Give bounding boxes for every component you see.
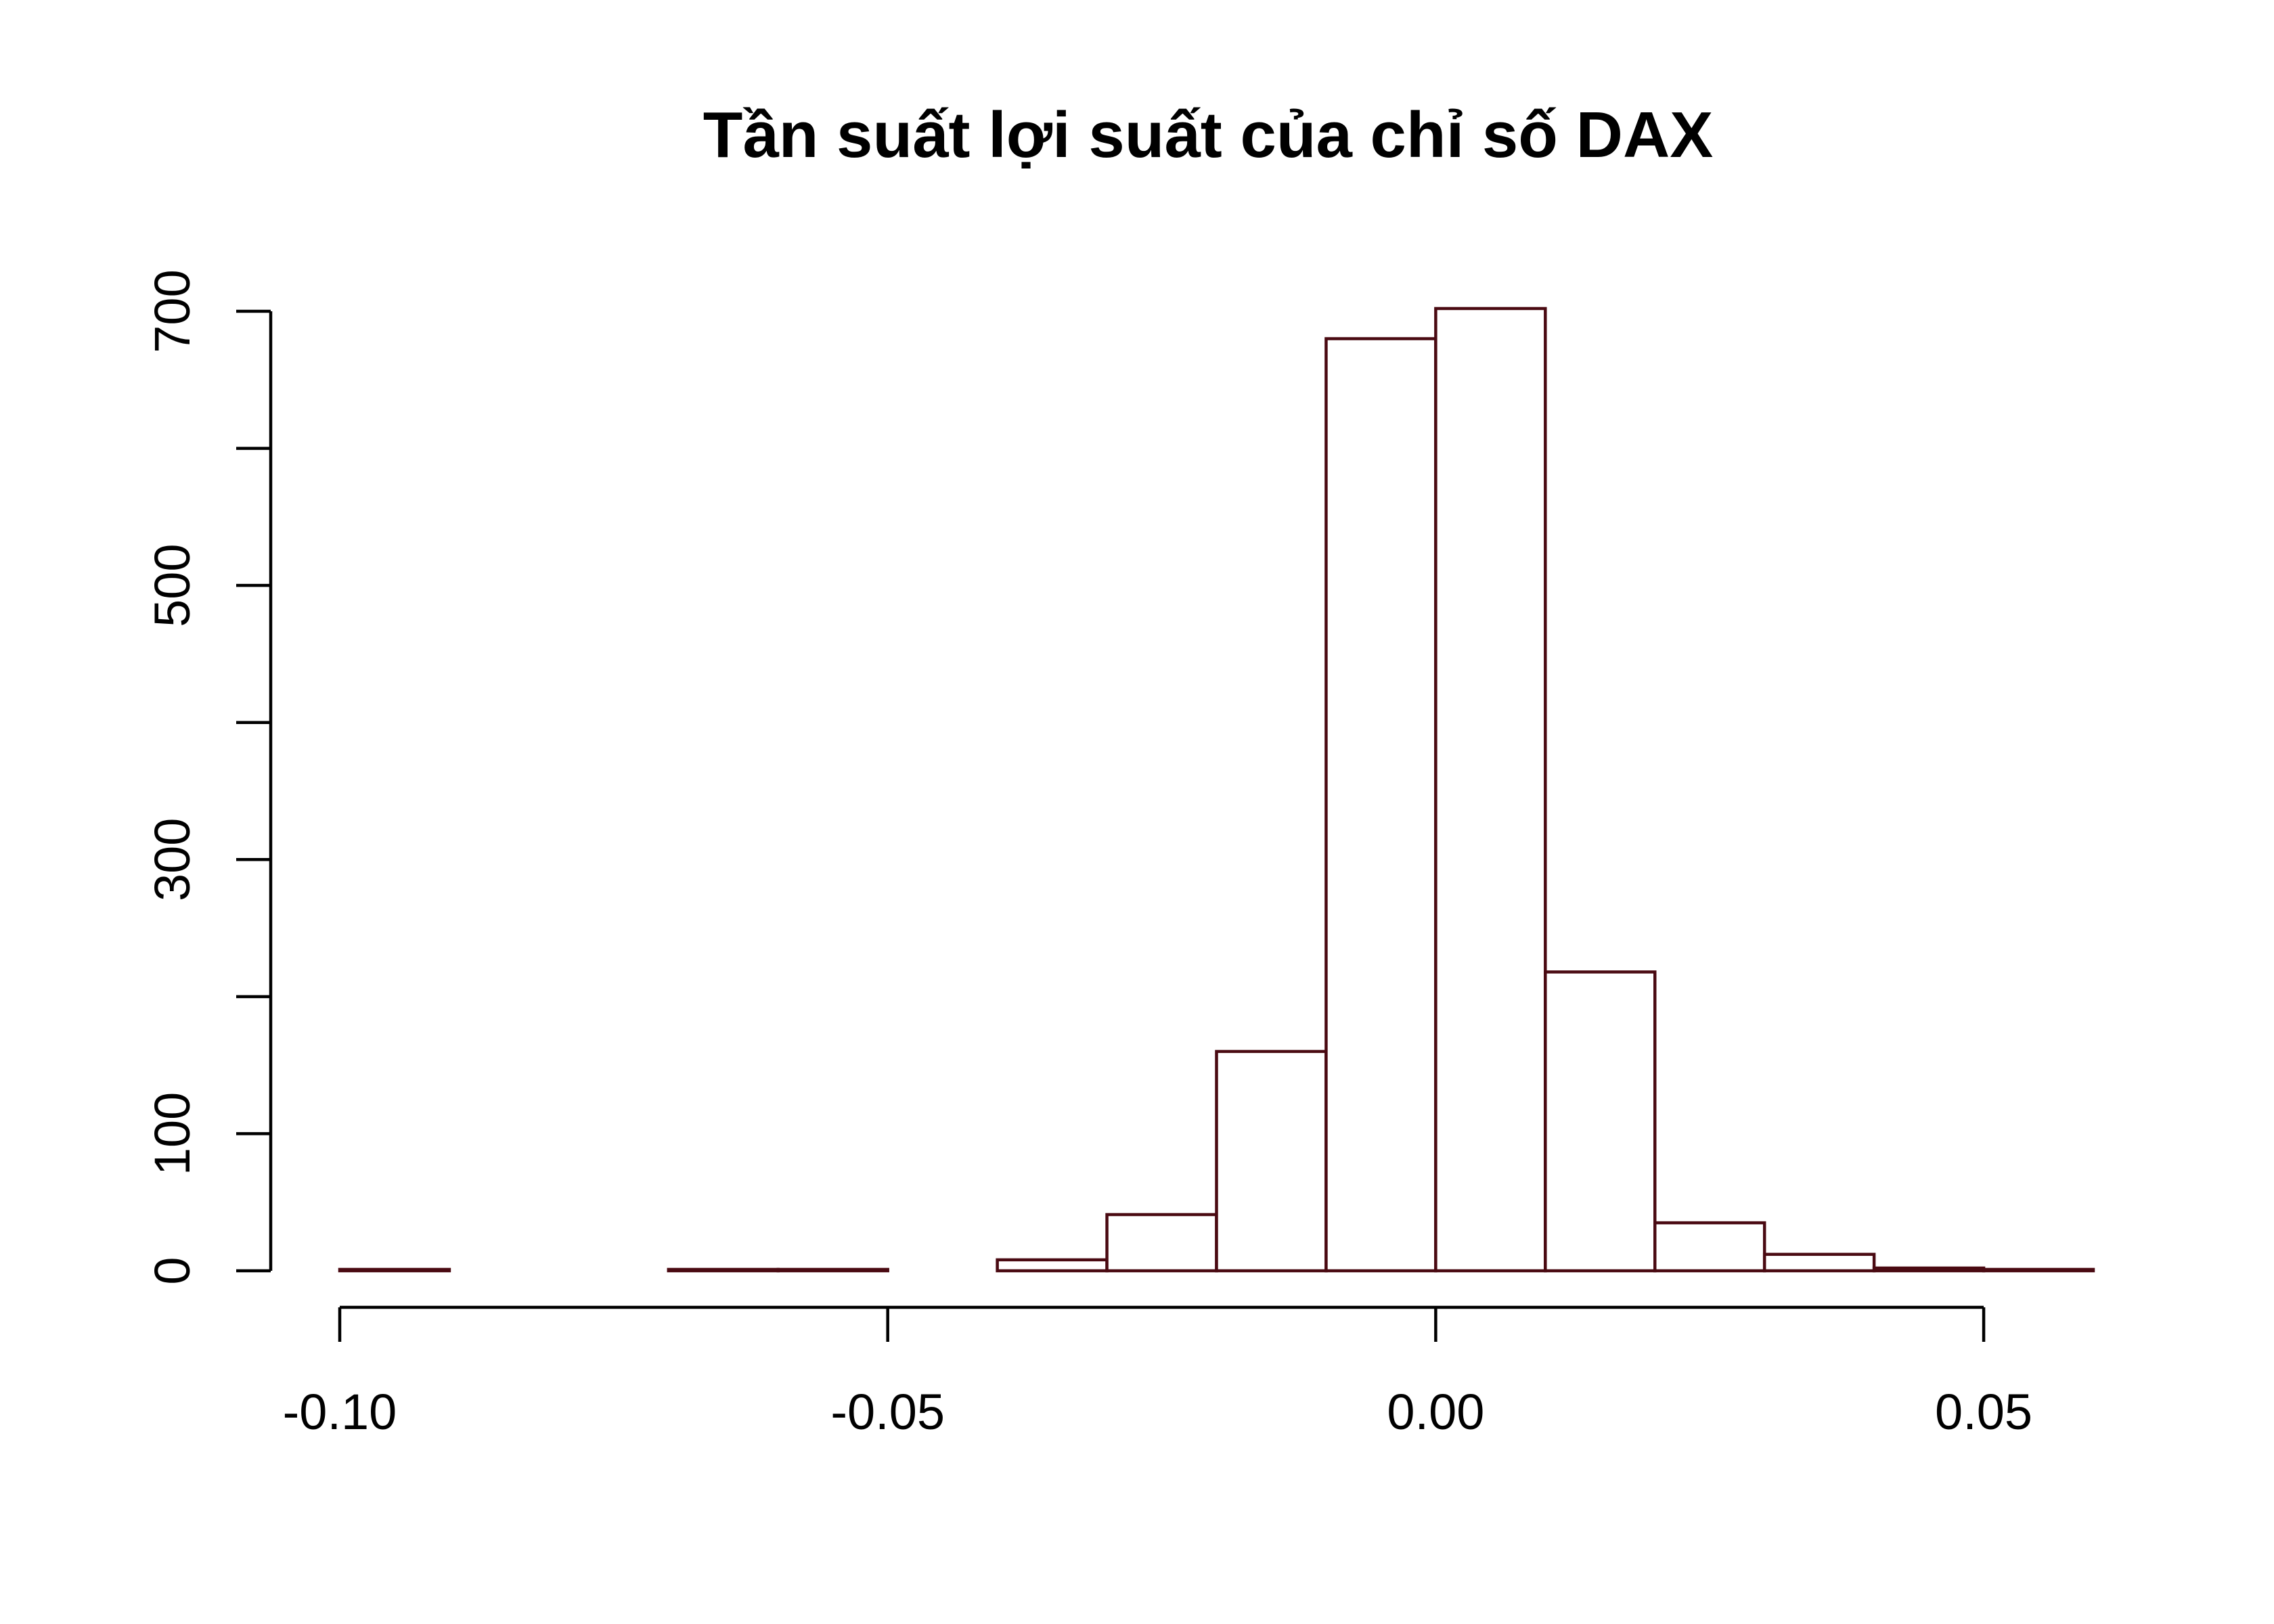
x-tick-label: -0.10 bbox=[283, 1384, 397, 1440]
histogram-bars bbox=[338, 307, 2095, 1273]
y-tick-label: 0 bbox=[144, 1257, 200, 1284]
y-tick-label: 300 bbox=[144, 818, 200, 901]
histogram-bar bbox=[1105, 1213, 1218, 1273]
histogram-bar bbox=[1544, 970, 1657, 1273]
y-tick-label: 500 bbox=[144, 543, 200, 627]
chart-title: Tần suất lợi suất của chỉ số DAX bbox=[703, 99, 1714, 171]
x-tick-label: 0.00 bbox=[1387, 1384, 1484, 1440]
x-axis: -0.10 -0.05 0.00 0.05 bbox=[283, 1305, 2032, 1440]
histogram-bar bbox=[776, 1267, 889, 1273]
histogram-bar bbox=[996, 1258, 1109, 1273]
histogram-bar bbox=[1215, 1050, 1328, 1273]
x-tick-label: -0.05 bbox=[830, 1384, 945, 1440]
histogram-bar bbox=[667, 1267, 780, 1273]
histogram-bar bbox=[1434, 307, 1547, 1273]
histogram-bar bbox=[1324, 337, 1437, 1273]
histogram-bar bbox=[1982, 1267, 2095, 1273]
x-tick-label: 0.05 bbox=[1935, 1384, 2032, 1440]
histogram-bar bbox=[338, 1267, 451, 1273]
y-axis: 0 100 300 500 700 bbox=[144, 269, 273, 1285]
y-tick-label: 100 bbox=[144, 1092, 200, 1175]
histogram-bar bbox=[1872, 1266, 1986, 1273]
y-tick-label: 700 bbox=[144, 269, 200, 353]
histogram-bar bbox=[1653, 1221, 1766, 1273]
histogram-bar bbox=[1762, 1253, 1876, 1273]
